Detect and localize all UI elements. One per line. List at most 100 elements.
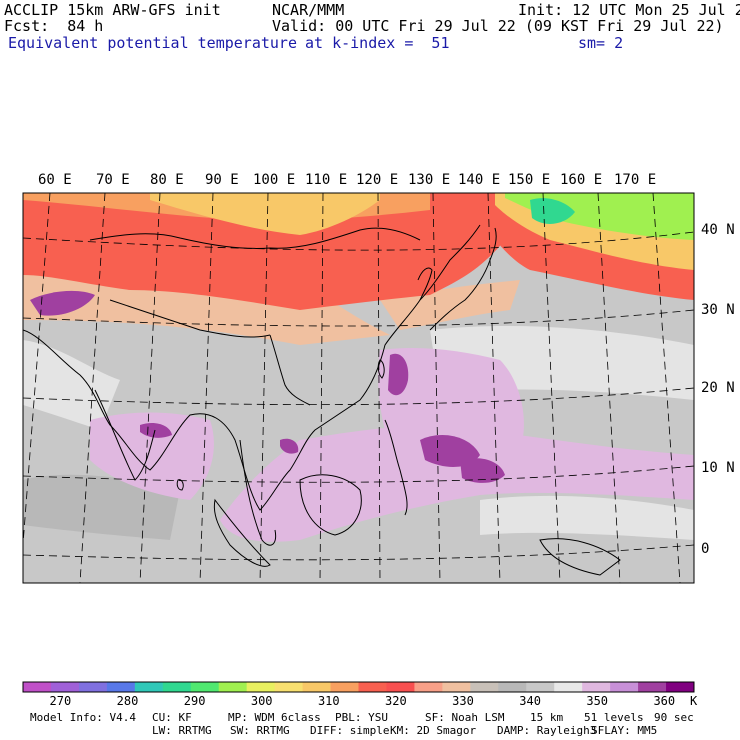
map-frame <box>22 192 695 584</box>
coastline-japan <box>429 227 497 331</box>
footer-sf: SF: Noah LSM <box>425 711 505 724</box>
field-red-region <box>23 193 505 310</box>
colorbar-swatch <box>610 682 639 692</box>
lat-label: 40 N <box>701 222 735 238</box>
lon-label: 90 E <box>205 172 239 188</box>
lat-label: 30 N <box>701 302 735 318</box>
smoothing-label: sm= 2 <box>578 34 624 52</box>
colorbar-tick-label: 270 <box>49 694 72 708</box>
map-field <box>23 193 694 583</box>
lon-label: 60 E <box>38 172 72 188</box>
lon-label: 140 E <box>458 172 501 188</box>
graticule-lon-90 <box>199 193 214 583</box>
colorbar-frame <box>22 681 695 693</box>
lon-label: 70 E <box>96 172 130 188</box>
coastline-sumatra <box>213 498 271 567</box>
colorbar-tick-label: 350 <box>586 694 609 708</box>
lon-label: 110 E <box>305 172 348 188</box>
field-light-patch-2 <box>480 495 694 540</box>
model-title: ACCLIP 15km ARW-GFS init <box>4 1 221 19</box>
colorbar-swatch <box>386 682 415 692</box>
footer-pbl: PBL: YSU <box>335 711 388 724</box>
field-dark-patch <box>23 474 180 540</box>
colorbar-swatch <box>554 682 583 692</box>
graticule-lon-110 <box>319 193 324 583</box>
graticule-lat-40 <box>23 231 694 251</box>
colorbar-swatch <box>498 682 527 692</box>
field-name: Equivalent potential temperature <box>8 34 297 52</box>
field-purple-wpac-3 <box>460 458 505 483</box>
graticule-lon-130 <box>432 193 441 583</box>
colorbar-swatch <box>134 682 164 692</box>
colorbar-swatch <box>330 682 359 692</box>
footer-lw: LW: RRTMG <box>152 724 212 737</box>
lat-label: 0 <box>701 541 710 557</box>
footer-model: Model Info: V4.4 <box>30 711 136 724</box>
coastlines <box>23 224 621 576</box>
footer-cu: CU: KF <box>152 711 192 724</box>
graticule-lat-20 <box>23 387 694 406</box>
colorbar-swatch <box>470 682 499 692</box>
graticule-lat-30 <box>23 309 694 327</box>
colorbar-tick-label: 310 <box>317 694 340 708</box>
colorbar-swatch <box>582 682 611 692</box>
coastline-philippines <box>384 419 408 516</box>
footer-diff: DIFF: simple <box>310 724 390 737</box>
field-tan-band-2 <box>380 280 520 330</box>
lon-label: 100 E <box>253 172 296 188</box>
field-ne-green <box>530 198 575 224</box>
colorbar-swatch <box>442 682 471 692</box>
valid-time: Valid: 00 UTC Fri 29 Jul 22 (09 KST Fri … <box>272 17 724 35</box>
graticule-lon-160 <box>597 193 621 583</box>
coastline-malay <box>239 439 277 546</box>
field-lilac-bay <box>90 412 214 500</box>
graticule-lon-170 <box>652 193 681 583</box>
graticule-lon-150 <box>542 193 561 583</box>
graticule-lon-120 <box>377 193 381 583</box>
colorbar-swatch <box>246 682 276 692</box>
colorbar-swatch <box>666 682 695 692</box>
colorbar-swatch <box>358 682 387 692</box>
graticule-lon-140 <box>487 193 501 583</box>
colorbar-tick-label: 280 <box>116 694 139 708</box>
border-himalaya <box>109 299 271 338</box>
colorbar-swatch <box>218 682 248 692</box>
colorbar-tick-label: 330 <box>452 694 474 708</box>
coastline-newguinea <box>539 538 621 576</box>
graticule-lat-0 <box>23 544 694 561</box>
footer-damp: DAMP: Rayleigh3 <box>497 724 597 737</box>
colorbar-swatch <box>162 682 192 692</box>
lon-label: 170 E <box>614 172 657 188</box>
level-index: at k-index = 51 <box>305 34 450 52</box>
colorbar-swatch <box>526 682 555 692</box>
colorbar-swatch <box>106 682 136 692</box>
graticule-lon-100 <box>259 193 269 583</box>
lon-label: 120 E <box>356 172 399 188</box>
colorbar <box>22 681 695 693</box>
forecast-hour: Fcst: 84 h <box>4 17 104 35</box>
graticule-lon-60 <box>23 193 51 550</box>
coastline-taiwan <box>377 359 385 379</box>
border-sea <box>269 334 311 406</box>
graticule-lon-70 <box>79 193 106 583</box>
field-lilac-tropics <box>220 425 694 542</box>
graticule <box>23 193 694 583</box>
colorbar-swatch <box>23 682 52 692</box>
coastline-india <box>94 389 156 481</box>
coastline-borneo <box>299 474 362 536</box>
lon-label: 160 E <box>560 172 603 188</box>
field-tan-band <box>23 270 390 345</box>
colorbar-swatch <box>78 682 108 692</box>
field-light-patch <box>23 340 120 430</box>
colorbar-swatch <box>638 682 667 692</box>
colorbar-tick-label: 290 <box>183 694 206 708</box>
colorbar-swatch <box>414 682 443 692</box>
footer-levels: 51 levels <box>584 711 644 724</box>
colorbar-swatch <box>302 682 332 692</box>
field-purple-wpac-1 <box>388 353 409 396</box>
colorbar-tick-label: 340 <box>519 694 541 708</box>
colorbar-tick-label: 360 <box>653 694 676 708</box>
lon-label: 80 E <box>150 172 184 188</box>
init-time: Init: 12 UTC Mon 25 Jul 22 <box>518 1 740 19</box>
